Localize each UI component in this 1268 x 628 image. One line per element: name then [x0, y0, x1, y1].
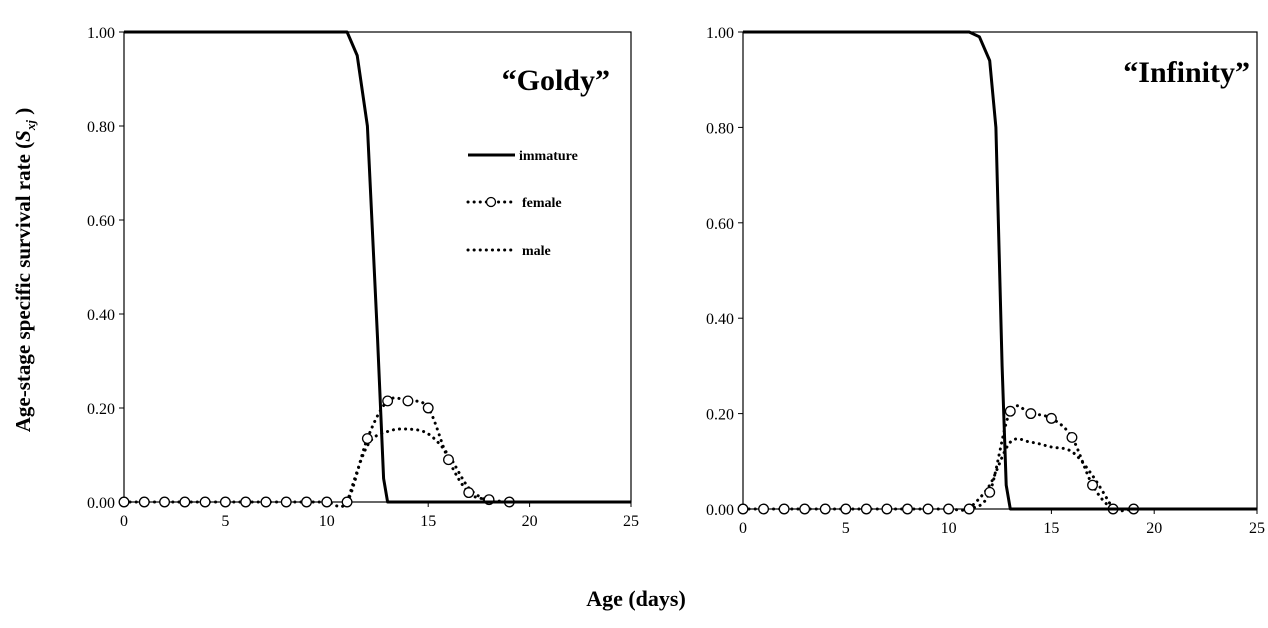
female-data-point [758, 503, 770, 515]
legend-marker-female [485, 196, 497, 208]
x-tick-label: 15 [1043, 520, 1059, 537]
y-tick-label: 1.00 [87, 25, 115, 42]
female-data-point [984, 486, 996, 498]
series-line-immature [124, 30, 631, 504]
y-tick-label: 0.40 [706, 311, 734, 328]
female-data-point [902, 503, 913, 515]
y-tick-label: 0.60 [706, 216, 734, 233]
x-tick-label: 5 [221, 513, 229, 530]
female-data-point [240, 496, 252, 508]
female-data-point [922, 503, 934, 515]
series-line-male [967, 437, 1115, 511]
female-data-point [321, 496, 333, 508]
female-data-point [819, 503, 831, 515]
x-tick-label: 20 [522, 513, 538, 530]
y-tick-label: 0.00 [706, 502, 734, 519]
female-data-point [280, 496, 292, 508]
panel-title: “Goldy” [502, 64, 610, 97]
series-line-female [741, 404, 1136, 513]
female-data-point [422, 402, 434, 414]
female-data-point [219, 496, 231, 508]
x-axis-label: Age (days) [586, 586, 686, 611]
female-data-point [179, 496, 191, 508]
series-line-immature [743, 30, 1257, 511]
female-data-point [443, 454, 454, 466]
x-tick-label: 0 [120, 513, 128, 530]
x-tick-label: 25 [1249, 520, 1265, 537]
female-data-point [199, 496, 211, 508]
female-data-point [1025, 408, 1037, 420]
female-data-point [778, 503, 790, 515]
female-data-point [881, 503, 893, 515]
y-tick-label: 0.60 [87, 213, 115, 230]
female-data-point [1066, 432, 1078, 443]
y-tick-label: 0.80 [706, 120, 734, 137]
female-data-point [860, 503, 872, 515]
series-line-male [345, 427, 491, 504]
y-tick-label: 1.00 [706, 25, 734, 42]
y-axis-label: Age-stage specific survival rate (Sxj ) [11, 108, 38, 432]
female-data-point [382, 395, 394, 407]
female-data-point [943, 503, 955, 515]
female-data-point [301, 496, 312, 508]
female-data-point [1045, 412, 1057, 424]
female-data-point [118, 496, 130, 508]
x-tick-label: 15 [420, 513, 436, 530]
y-tick-label: 0.80 [87, 119, 115, 136]
legend: immature female male [466, 149, 578, 259]
x-tick-label: 10 [319, 513, 335, 530]
female-data-point [361, 433, 373, 445]
legend-label-male: male [522, 244, 551, 259]
female-data-point [260, 496, 272, 508]
x-tick-label: 25 [623, 513, 639, 530]
panel-title: “Infinity” [1123, 56, 1250, 89]
x-tick-label: 20 [1146, 520, 1162, 537]
legend-label-female: female [522, 196, 562, 211]
female-data-point [840, 503, 852, 515]
series-line-female [122, 396, 511, 509]
x-tick-label: 0 [739, 520, 747, 537]
female-data-point [737, 503, 749, 515]
female-data-point [799, 503, 811, 515]
chart-panel-infinity: “Infinity” 0.00 0.20 0.40 0.60 0.80 1.00 0 5 10 1… [706, 25, 1265, 537]
y-tick-label: 0.20 [87, 401, 115, 418]
x-tick-label: 5 [842, 520, 850, 537]
chart-panel-goldy: “Goldy” 0.00 0.20 0.40 0.60 0.80 1.00 0 5 10 15 20… [87, 25, 639, 530]
female-data-point [159, 496, 171, 508]
female-data-point [1087, 479, 1098, 491]
y-tick-label: 0.20 [706, 407, 734, 424]
plot-frame [742, 31, 1258, 510]
female-data-point [341, 496, 353, 508]
female-data-point [402, 395, 414, 407]
y-tick-label: 0.40 [87, 307, 115, 324]
female-data-point [1004, 405, 1016, 417]
legend-label-immature: immature [519, 149, 578, 164]
plot-frame [123, 31, 632, 503]
female-data-point [463, 487, 475, 499]
x-tick-label: 10 [941, 520, 957, 537]
y-tick-label: 0.00 [87, 495, 115, 512]
female-data-point [963, 503, 975, 515]
female-data-point [138, 496, 150, 508]
